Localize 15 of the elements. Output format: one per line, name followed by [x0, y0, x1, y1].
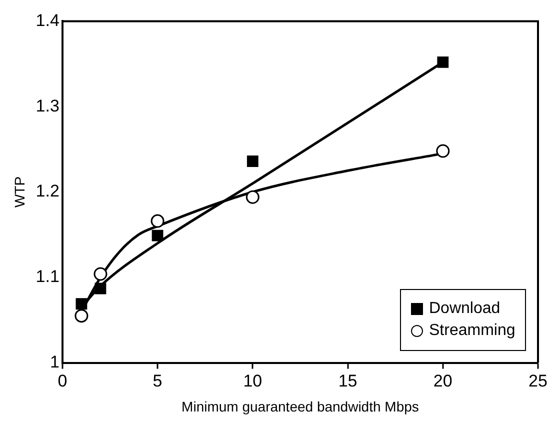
y-tick-label: 1.2: [36, 182, 60, 201]
y-axis-title: WTP: [11, 176, 28, 208]
x-tick-label: 10: [243, 372, 262, 391]
x-tick-label: 0: [58, 372, 68, 391]
x-tick-label: 20: [433, 372, 452, 391]
y-tick-label: 1.3: [36, 96, 60, 116]
y-tick-label: 1.4: [36, 10, 60, 30]
x-tick-label: 15: [338, 372, 358, 391]
y-tick-label: 1.1: [36, 267, 60, 286]
legend-label: Streamming: [429, 322, 516, 340]
x-axis-title: Minimum guaranteed bandwidth Mbps: [182, 398, 419, 414]
legend-label: Download: [429, 300, 500, 318]
y-tick-label: 1: [50, 352, 60, 372]
x-tick-label: 5: [152, 372, 162, 391]
x-tick-label: 25: [528, 372, 548, 391]
